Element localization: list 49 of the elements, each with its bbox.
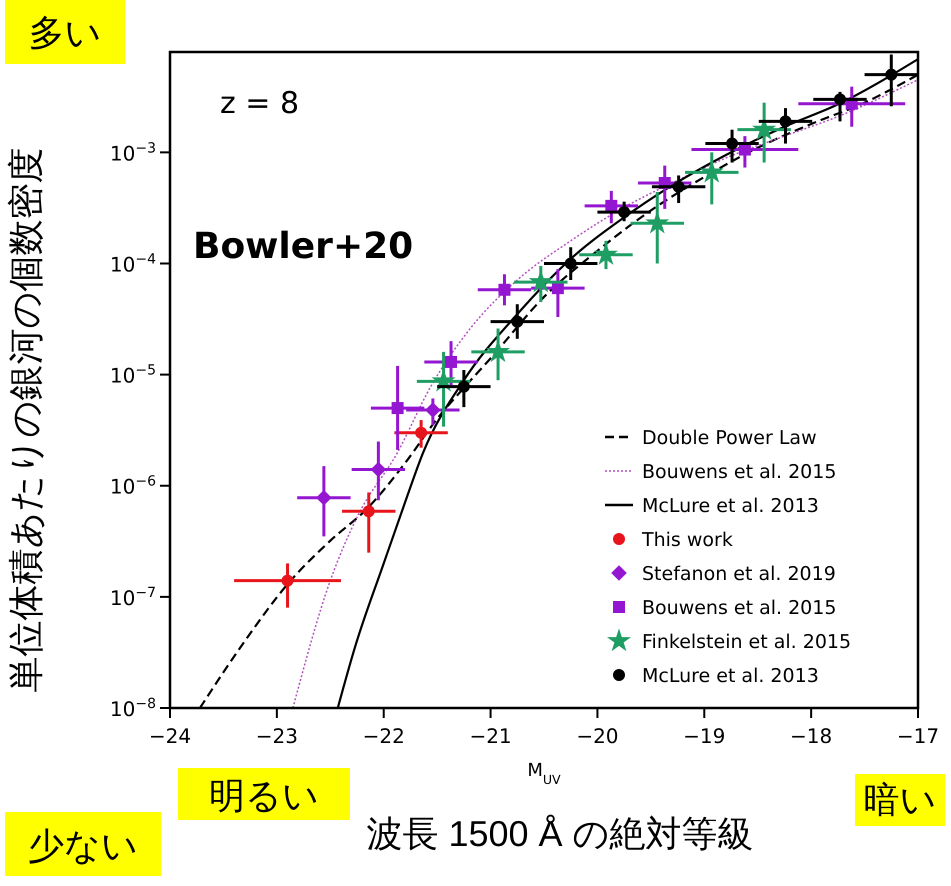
y-tick-label: 10$^{−7}$: [110, 584, 156, 610]
x-tick-label: −18: [790, 724, 832, 748]
point: [316, 490, 332, 506]
annotation: z = 8: [220, 86, 300, 121]
x-tick-label: −21: [469, 724, 512, 748]
text: 多い: [28, 12, 102, 53]
legend-label: McLure et al. 2013: [642, 495, 819, 517]
y-tick-label: 10$^{−6}$: [110, 474, 156, 499]
x-tick-label: −24: [148, 724, 192, 748]
x-tick-label: −22: [362, 724, 405, 748]
point: [425, 402, 441, 418]
legend-label: Bouwens et al. 2015: [642, 461, 836, 483]
text: 暗い: [864, 779, 936, 820]
point: [392, 402, 404, 414]
x-tick-label: −20: [576, 724, 619, 748]
text: 明るい: [209, 775, 319, 816]
legend-label: Bouwens et al. 2015: [642, 597, 836, 619]
x-axis-title: M$_{UV}$: [527, 760, 562, 786]
y-tick-label: 10$^{−3}$: [110, 140, 156, 166]
x-tick-label: −19: [683, 724, 726, 748]
y-tick-label: 10$^{−5}$: [110, 362, 156, 388]
x-tick-label: −23: [256, 724, 298, 748]
y-tick-label: 10$^{−8}$: [110, 696, 156, 721]
point: [672, 180, 685, 193]
point: [370, 462, 386, 478]
legend-label: Stefanon et al. 2019: [642, 563, 836, 585]
point: [362, 505, 375, 518]
point: [726, 138, 738, 150]
annotation: Bowler+20: [193, 226, 414, 267]
point: [834, 93, 846, 106]
point: [498, 284, 510, 296]
point: [415, 426, 428, 439]
point: [885, 68, 898, 81]
legend-label: McLure et al. 2013: [642, 665, 819, 687]
point: [445, 356, 458, 368]
y-tick-label: 10$^{−4}$: [110, 251, 156, 276]
y-axis-title: 単位体積あたりの銀河の個数密度: [5, 148, 46, 692]
legend-label: This work: [641, 529, 733, 551]
x-tick-label: −17: [896, 724, 940, 748]
text: 波長 1500 Å の絶対等級: [366, 813, 754, 854]
point: [618, 206, 630, 218]
point: [282, 574, 294, 587]
legend-label: Finkelstein et al. 2015: [642, 631, 852, 653]
point: [458, 380, 470, 393]
text: 少ない: [28, 825, 138, 866]
point: [564, 257, 577, 270]
point: [779, 115, 792, 128]
point: [511, 316, 524, 328]
legend-label: Double Power Law: [642, 427, 817, 449]
